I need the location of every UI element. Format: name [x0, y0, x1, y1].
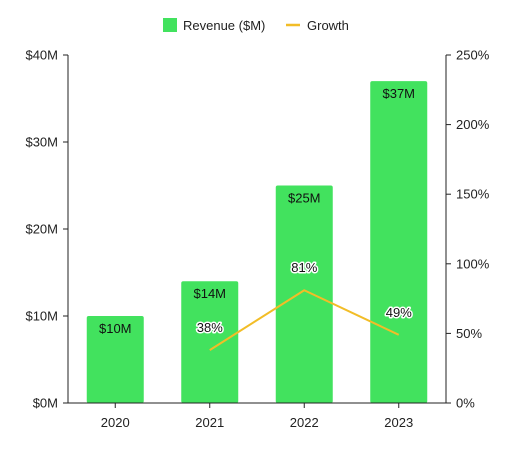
legend-item-revenue: Revenue ($M): [163, 18, 265, 33]
y-left-tick-label: $10M: [25, 309, 58, 324]
bars-group: [86, 81, 428, 403]
y-right-tick-label: 0%: [456, 396, 475, 411]
x-tick-label: 2020: [101, 415, 130, 430]
y-right-tick-label: 50%: [456, 326, 482, 341]
x-tick-label: 2023: [384, 415, 413, 430]
growth-label-2023: 49%: [386, 305, 412, 320]
bar-label-2021: $14M: [193, 286, 226, 301]
axes-group: $0M $10M $20M $30M $40M 0% 50% 100% 150% 200% 250%…: [25, 48, 489, 431]
y-right-tick-label: 250%: [456, 48, 490, 63]
bar-label-2020: $10M: [99, 321, 132, 336]
bar-2023: [370, 81, 428, 403]
y-right-tick-label: 200%: [456, 117, 490, 132]
growth-line: [209, 289, 400, 351]
legend-label-revenue: Revenue ($M): [183, 18, 265, 33]
y-right-tick-label: 150%: [456, 187, 490, 202]
legend-label-growth: Growth: [307, 18, 349, 33]
legend-swatch-revenue: [163, 18, 177, 32]
x-tick-label: 2022: [290, 415, 319, 430]
bar-2021: [181, 281, 239, 403]
bar-2022: [275, 185, 333, 403]
y-left-tick-label: $40M: [25, 48, 58, 63]
legend-item-growth: Growth: [286, 18, 349, 33]
legend: Revenue ($M) Growth: [163, 18, 349, 33]
bar-label-2023: $37M: [382, 86, 415, 101]
data-labels-group: $10M $14M $25M $37M 38% 81% 49%: [99, 86, 415, 337]
y-left-tick-label: $20M: [25, 222, 58, 237]
growth-line-group: [209, 289, 400, 351]
bar-2020: [86, 316, 144, 403]
x-tick-label: 2021: [195, 415, 224, 430]
bar-label-2022: $25M: [288, 191, 321, 206]
y-right-tick-label: 100%: [456, 256, 490, 271]
y-left-tick-label: $30M: [25, 135, 58, 150]
growth-label-2021: 38%: [197, 320, 223, 335]
growth-label-2022: 81%: [291, 260, 317, 275]
y-left-tick-label: $0M: [33, 396, 58, 411]
